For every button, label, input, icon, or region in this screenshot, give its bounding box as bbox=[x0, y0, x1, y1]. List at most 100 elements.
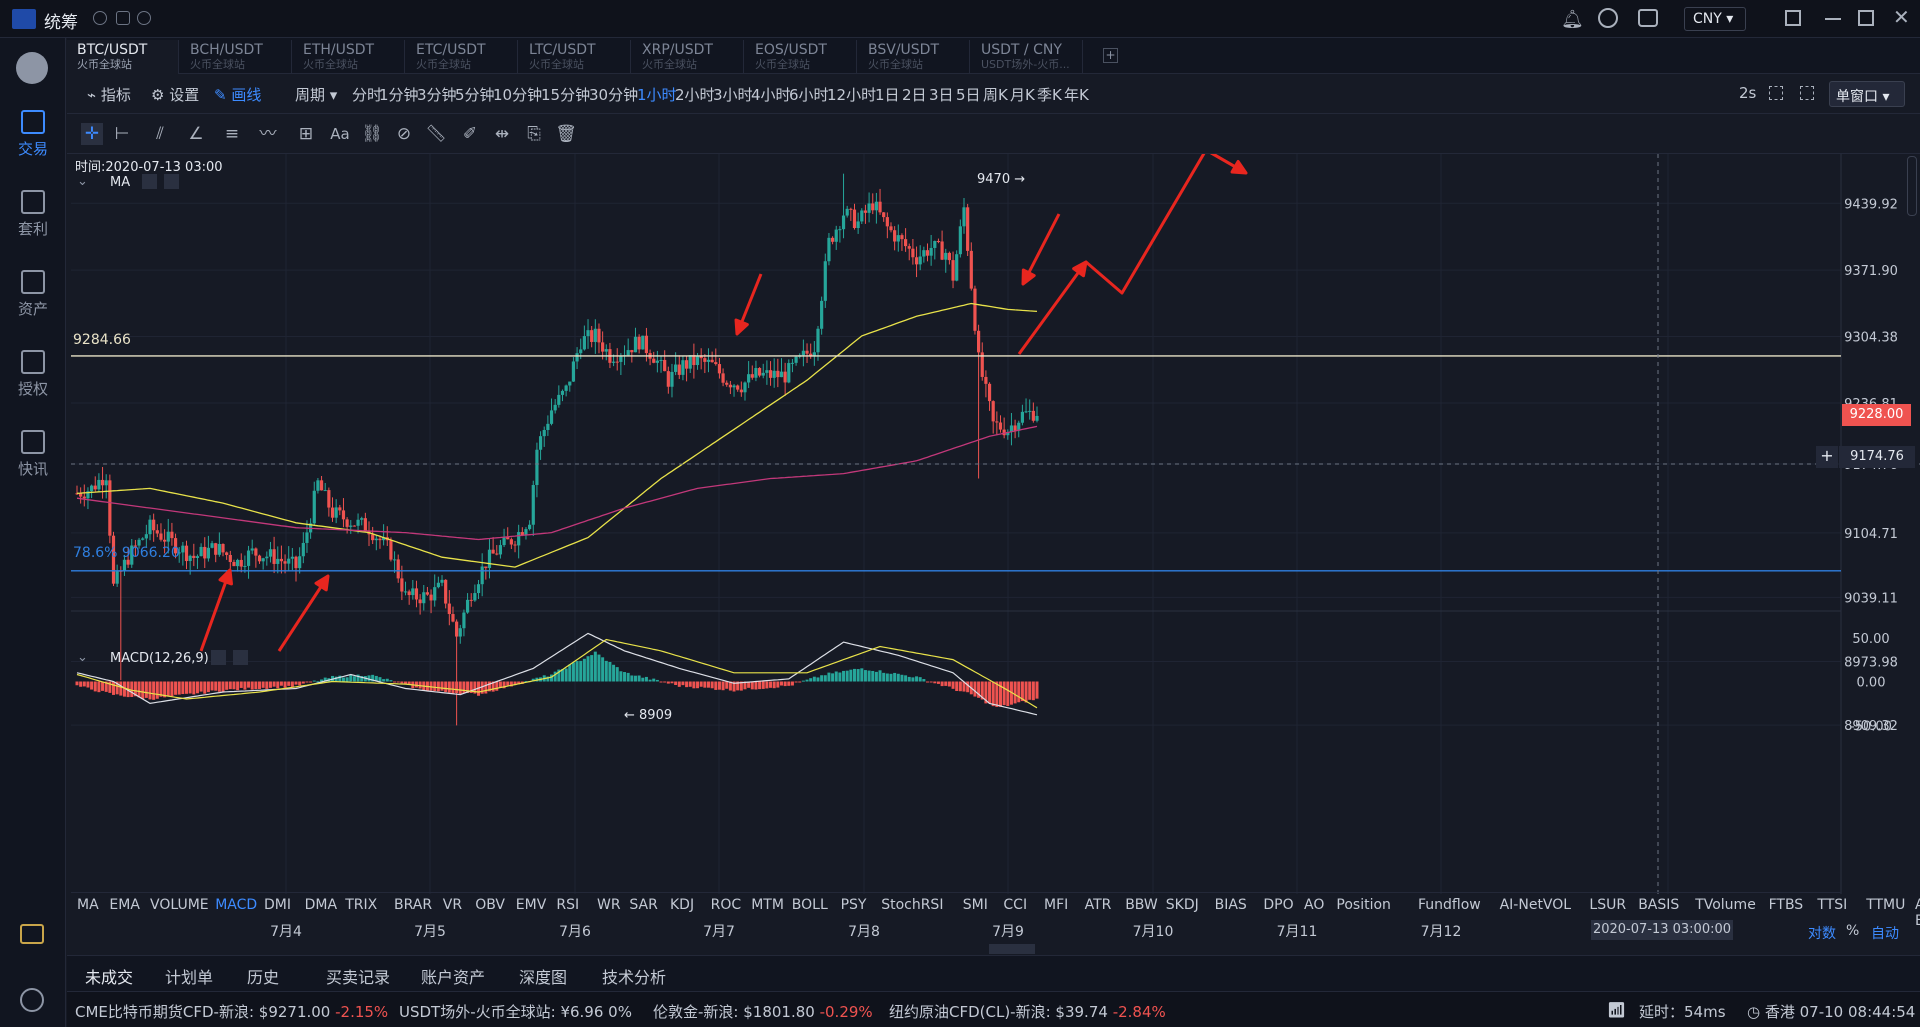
trash-icon[interactable]: 🗑︎ bbox=[555, 124, 577, 144]
ma-collapse-icon[interactable]: ⌄ bbox=[77, 174, 88, 189]
indicator-vr[interactable]: VR bbox=[442, 897, 463, 913]
vip-diamond-icon[interactable] bbox=[20, 924, 44, 944]
indicator-roc[interactable]: ROC bbox=[710, 897, 742, 913]
settings-icon[interactable] bbox=[20, 988, 44, 1012]
macd-collapse-icon[interactable]: ⌄ bbox=[77, 650, 88, 665]
tab-etc-usdt[interactable]: ETC/USDT 火币全球站 bbox=[406, 40, 518, 74]
fib-tool-icon[interactable]: ⊞ bbox=[298, 124, 314, 144]
period-3[interactable]: 5分钟 bbox=[455, 86, 495, 104]
tab-bsv-usdt[interactable]: BSV/USDT 火币全球站 bbox=[858, 40, 970, 74]
period-4[interactable]: 10分钟 bbox=[493, 86, 543, 104]
eraser-tool-icon[interactable]: ✐ bbox=[462, 124, 478, 144]
tab-btc-usdt[interactable]: BTC/USDT 火币全球站 bbox=[67, 40, 179, 74]
refresh-interval[interactable]: 2s bbox=[1739, 84, 1757, 102]
sidebar-item-trade[interactable]: 交易 bbox=[0, 110, 66, 159]
period-13[interactable]: 1日 bbox=[875, 86, 900, 104]
indicator-ema[interactable]: EMA bbox=[109, 897, 140, 913]
order-tab-1[interactable]: 计划单 bbox=[165, 968, 214, 987]
indicator-macd[interactable]: MACD bbox=[215, 897, 258, 913]
order-tab-4[interactable]: 账户资产 bbox=[421, 968, 486, 987]
tab-eth-usdt[interactable]: ETH/USDT 火币全球站 bbox=[293, 40, 405, 74]
maximize-icon[interactable] bbox=[1858, 10, 1874, 26]
indicator-bbw[interactable]: BBW bbox=[1125, 897, 1158, 913]
chart-area[interactable]: 9439.929371.909304.389236.819174.769104.… bbox=[71, 154, 1920, 954]
indicator-ttsi[interactable]: TTSI bbox=[1817, 897, 1848, 913]
tab-usdt-cny[interactable]: USDT / CNY USDT场外-火币... bbox=[971, 40, 1083, 74]
indicator-stochrsi[interactable]: StochRSI bbox=[881, 897, 944, 913]
tab-eos-usdt[interactable]: EOS/USDT 火币全球站 bbox=[745, 40, 857, 74]
screenshot-icon[interactable] bbox=[1800, 86, 1814, 100]
period-0[interactable]: 分时 bbox=[352, 86, 383, 104]
period-15[interactable]: 3日 bbox=[929, 86, 954, 104]
pattern-tool-icon[interactable]: ⛓ bbox=[361, 124, 383, 144]
tab-bch-usdt[interactable]: BCH/USDT 火币全球站 bbox=[180, 40, 292, 74]
popout-icon[interactable] bbox=[1785, 10, 1801, 26]
ma-settings-icon[interactable] bbox=[142, 174, 157, 189]
badge-icon[interactable] bbox=[93, 11, 107, 25]
indicator-brar[interactable]: BRAR bbox=[394, 897, 433, 913]
sidebar-item-news[interactable]: 快讯 bbox=[0, 430, 66, 479]
panel-expand-handle[interactable] bbox=[989, 944, 1035, 954]
trendline-tool-icon[interactable]: ⫽ bbox=[156, 124, 164, 144]
tab-ltc-usdt[interactable]: LTC/USDT 火币全球站 bbox=[519, 40, 631, 74]
indicator-button[interactable]: ⌁ 指标 bbox=[87, 86, 131, 104]
text-tool-icon[interactable]: Aa bbox=[330, 125, 350, 143]
hline-tool-icon[interactable]: ⊢ bbox=[114, 124, 130, 144]
indicator-ftbs[interactable]: FTBS bbox=[1768, 897, 1804, 913]
percent-scale-toggle[interactable]: % bbox=[1846, 923, 1860, 939]
order-tab-5[interactable]: 深度图 bbox=[519, 968, 568, 987]
period-14[interactable]: 2日 bbox=[902, 86, 927, 104]
indicator-cci[interactable]: CCI bbox=[1003, 897, 1028, 913]
tab-xrp-usdt[interactable]: XRP/USDT 火币全球站 bbox=[632, 40, 744, 74]
indicator-bias[interactable]: BIAS bbox=[1214, 897, 1247, 913]
close-icon[interactable]: ✕ bbox=[1893, 5, 1910, 29]
period-12[interactable]: 12小时 bbox=[827, 86, 877, 104]
order-tab-6[interactable]: 技术分析 bbox=[602, 968, 667, 987]
indicator-ttmu[interactable]: TTMU bbox=[1866, 897, 1906, 913]
indicator-emv[interactable]: EMV bbox=[515, 897, 547, 913]
period-18[interactable]: 月K bbox=[1010, 86, 1035, 104]
indicator-tvolume[interactable]: TVolume bbox=[1695, 897, 1756, 913]
indicator-fundflow[interactable]: Fundflow bbox=[1418, 897, 1481, 913]
indicator-lsur[interactable]: LSUR bbox=[1589, 897, 1627, 913]
order-tab-0[interactable]: 未成交 bbox=[85, 964, 134, 994]
magnet-tool-icon[interactable]: ⊘ bbox=[396, 124, 412, 144]
indicator-obv[interactable]: OBV bbox=[475, 897, 505, 913]
indicator-smi[interactable]: SMI bbox=[962, 897, 988, 913]
order-tab-3[interactable]: 买卖记录 bbox=[326, 968, 391, 987]
indicator-skdj[interactable]: SKDJ bbox=[1165, 897, 1199, 913]
wave-tool-icon[interactable]: 〰 bbox=[259, 124, 277, 144]
draw-button[interactable]: ✎ 画线 bbox=[214, 86, 262, 104]
period-9[interactable]: 3小时 bbox=[713, 86, 753, 104]
indicator-ai-bsi[interactable]: AI-BSI bbox=[1915, 897, 1920, 929]
ruler-tool-icon[interactable]: 📏︎ bbox=[425, 124, 447, 144]
add-alert-button[interactable]: + bbox=[1816, 446, 1838, 468]
shield-icon[interactable] bbox=[116, 11, 130, 25]
indicator-volume[interactable]: VOLUME bbox=[150, 897, 209, 913]
indicator-boll[interactable]: BOLL bbox=[791, 897, 828, 913]
log-scale-toggle[interactable]: 对数 bbox=[1808, 926, 1836, 942]
phone-icon[interactable] bbox=[137, 11, 151, 25]
auto-scale-toggle[interactable]: 自动 bbox=[1871, 926, 1899, 942]
indicator-atr[interactable]: ATR bbox=[1084, 897, 1112, 913]
indicator-position[interactable]: Position bbox=[1336, 897, 1391, 913]
indicator-rsi[interactable]: RSI bbox=[556, 897, 580, 913]
measure-tool-icon[interactable]: ⇹ bbox=[494, 124, 510, 144]
period-16[interactable]: 5日 bbox=[956, 86, 981, 104]
period-1[interactable]: 1分钟 bbox=[379, 86, 419, 104]
channel-tool-icon[interactable]: ≡ bbox=[224, 124, 240, 144]
indicator-dma[interactable]: DMA bbox=[304, 897, 338, 913]
order-tab-2[interactable]: 历史 bbox=[247, 968, 280, 987]
indicator-trix[interactable]: TRIX bbox=[345, 897, 378, 913]
period-20[interactable]: 年K bbox=[1064, 86, 1089, 104]
macd-close-icon[interactable] bbox=[233, 650, 248, 665]
indicator-dpo[interactable]: DPO bbox=[1263, 897, 1294, 913]
indicator-mtm[interactable]: MTM bbox=[751, 897, 784, 913]
indicator-kdj[interactable]: KDJ bbox=[670, 897, 695, 913]
indicator-ai-netvol[interactable]: AI-NetVOL bbox=[1499, 897, 1572, 913]
indicator-psy[interactable]: PSY bbox=[840, 897, 867, 913]
crosshair-tool-icon[interactable]: ✛ bbox=[81, 123, 103, 145]
indicator-ma[interactable]: MA bbox=[77, 897, 99, 913]
period-11[interactable]: 6小时 bbox=[789, 86, 829, 104]
indicator-wr[interactable]: WR bbox=[597, 897, 621, 913]
